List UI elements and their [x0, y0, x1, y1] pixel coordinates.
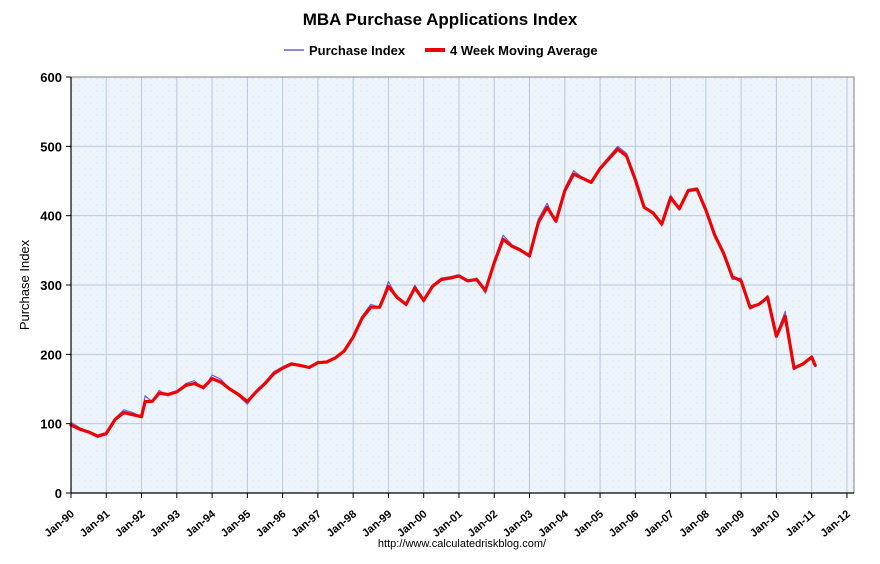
x-tick-label: Jan-90	[43, 508, 77, 540]
series-line-moving-average	[69, 147, 817, 438]
y-tick-label: 600	[40, 70, 62, 85]
series-lines	[69, 145, 817, 439]
legend-label-purchase-index: Purchase Index	[309, 43, 406, 58]
y-tick-label: 300	[40, 278, 62, 293]
x-tick-label: Jan-09	[713, 508, 747, 540]
x-tick-label: Jan-01	[430, 508, 464, 540]
x-tick-label: Jan-95	[219, 508, 253, 540]
y-tick-label: 500	[40, 139, 62, 154]
x-tick-label: Jan-94	[184, 508, 219, 540]
y-tick-label: 0	[55, 486, 62, 501]
x-tick-label: Jan-07	[642, 508, 676, 540]
x-tick-label: Jan-91	[78, 508, 112, 540]
x-tick-label: Jan-08	[677, 508, 711, 540]
x-tick-label: Jan-05	[572, 508, 606, 540]
x-tick-label: Jan-00	[395, 508, 429, 540]
x-tick-label: Jan-10	[748, 508, 782, 540]
x-tick-label: Jan-11	[784, 508, 818, 539]
x-tick-label: Jan-99	[360, 508, 394, 540]
y-tick-label: 400	[40, 209, 62, 224]
chart-title: MBA Purchase Applications Index	[303, 10, 578, 29]
x-tick-label: Jan-92	[113, 508, 147, 540]
x-tick-label: Jan-03	[501, 508, 535, 540]
x-tick-label: Jan-12	[818, 508, 852, 540]
x-tick-label: Jan-93	[148, 508, 182, 540]
source-credit: http://www.calculatedriskblog.com/	[378, 538, 547, 550]
x-tick-label: Jan-06	[607, 508, 641, 540]
y-tick-label: 100	[40, 417, 62, 432]
x-tick-label: Jan-97	[289, 508, 323, 540]
y-axis-title: Purchase Index	[17, 239, 32, 330]
x-tick-label: Jan-04	[536, 508, 571, 540]
legend: Purchase Index 4 Week Moving Average	[284, 43, 598, 58]
y-tick-label: 200	[40, 347, 62, 362]
legend-label-moving-average: 4 Week Moving Average	[450, 43, 598, 58]
x-tick-label: Jan-96	[254, 508, 288, 540]
x-tick-label: Jan-98	[325, 508, 359, 540]
x-tick-label: Jan-02	[466, 508, 500, 540]
